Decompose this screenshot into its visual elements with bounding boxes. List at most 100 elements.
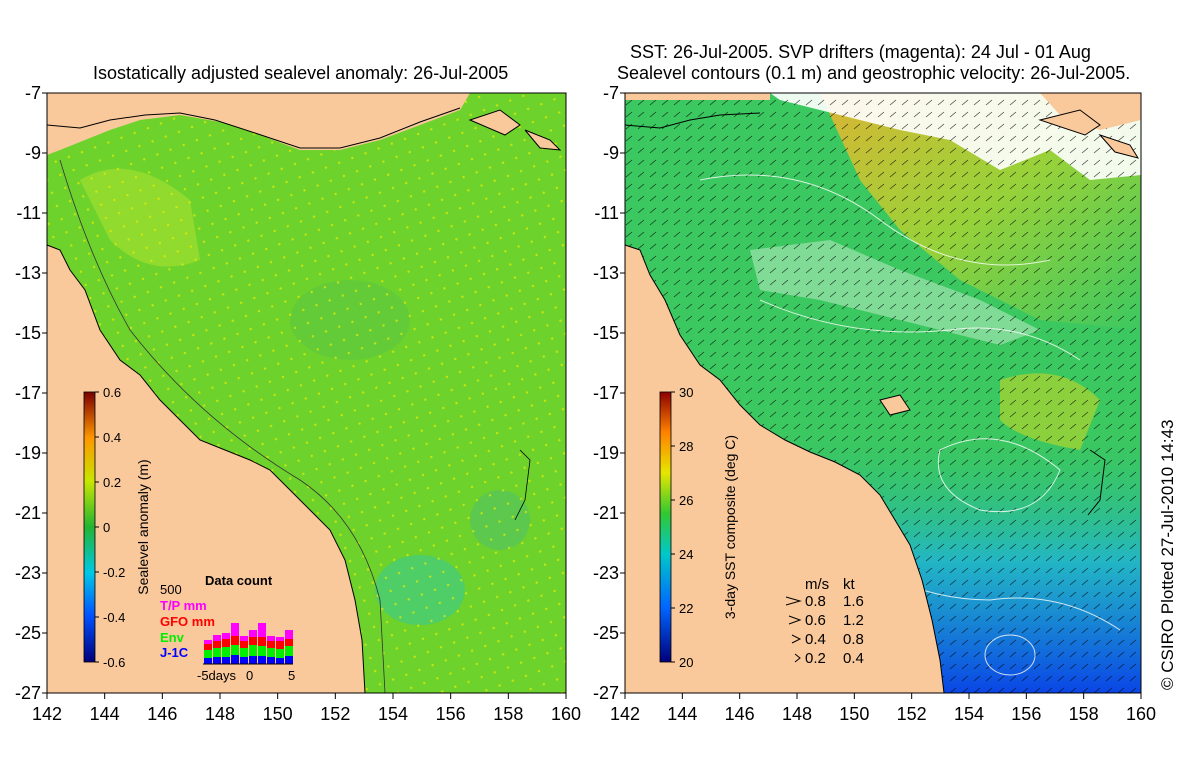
lat-tick-label: -27: [15, 683, 41, 703]
data-count-bar-segment: [231, 623, 239, 636]
data-count-bar-segment: [276, 637, 284, 641]
velocity-ms-value: 0.6: [805, 612, 826, 629]
lon-tick-label: 142: [32, 704, 62, 724]
data-count-bar-segment: [204, 650, 212, 658]
velocity-kt-value: 0.8: [843, 631, 864, 648]
data-count-bar-segment: [231, 655, 239, 664]
colorbar-tick-label: 0.2: [103, 475, 121, 490]
data-count-bar-segment: [213, 635, 221, 641]
lon-tick-label: 146: [147, 704, 177, 724]
sst-colorbar: 30 28 26 24 22 20 3-day SST composite (deg C): [659, 385, 738, 670]
lat-tick-label: -23: [593, 563, 619, 583]
lon-tick-label: 146: [725, 704, 755, 724]
data-count-title: Data count: [205, 573, 273, 588]
colorbar-tick-label: 28: [679, 439, 693, 454]
lat-tick-label: -9: [603, 143, 619, 163]
data-count-bar-segment: [258, 656, 266, 664]
australia-land: [624, 244, 945, 694]
lon-tick-label: 160: [1126, 704, 1156, 724]
axis-labels: 142 144 146 148 150 152 154 156 158 160 -7 -9 -11 -13…: [15, 83, 1156, 724]
shelf-contour: [59, 159, 386, 694]
colorbar-label: 3-day SST composite (deg C): [722, 435, 738, 619]
data-count-bar-segment: [267, 648, 275, 657]
colorbar-tick-label: 0.4: [103, 430, 121, 445]
australia-land: [46, 244, 366, 694]
lon-tick-label: 142: [610, 704, 640, 724]
data-count-bar-segment: [267, 641, 275, 648]
lat-tick-label: -25: [593, 623, 619, 643]
colorbar-tick-label: 22: [679, 601, 693, 616]
velocity-rows: 0.8 1.6 0.6 1.2 0.4 0.8 0.2 0.4: [785, 593, 864, 667]
legend-tp: T/P mm: [160, 598, 207, 613]
island: [1038, 109, 1101, 136]
velocity-arrow-icon: [785, 596, 802, 606]
lat-tick-label: -17: [15, 383, 41, 403]
data-count-bar-segment: [240, 641, 248, 648]
data-count-bar-segment: [204, 644, 212, 650]
reef: [1087, 449, 1106, 516]
data-count-bar-segment: [222, 633, 230, 639]
lat-tick-label: -25: [15, 623, 41, 643]
data-count-bar-segment: [285, 630, 293, 639]
colorbar-ticks: 0.6 0.4 0.2 0 -0.2 -0.4 -0.6: [95, 385, 125, 670]
colorbar-tick-label: -0.6: [103, 655, 125, 670]
new-guinea-land: [625, 93, 770, 100]
data-count-bar-segment: [231, 645, 239, 655]
velocity-arrow-icon: [791, 634, 802, 644]
lat-tick-label: -19: [593, 443, 619, 463]
colorbar-tick-label: 20: [679, 655, 693, 670]
data-count-bar-segment: [267, 657, 275, 664]
data-count-bar-segment: [231, 636, 239, 645]
colorbar-tick-label: -0.4: [103, 610, 125, 625]
new-guinea-coast: [46, 107, 461, 149]
data-count-bar-segment: [276, 658, 284, 664]
data-count-bar-segment: [258, 623, 266, 637]
data-count-bar-segment: [249, 645, 257, 656]
colorbar-tick-label: 0: [103, 520, 110, 535]
velocity-arrow-icon: [788, 615, 802, 625]
velocity-ms-value: 0.4: [805, 631, 826, 648]
lon-tick-label: 154: [954, 704, 984, 724]
data-count-bars: [204, 623, 293, 664]
lat-tick-label: -7: [603, 83, 619, 103]
velocity-header-ms: m/s: [805, 576, 829, 593]
data-count-bar-segment: [249, 637, 257, 645]
velocity-ms-value: 0.2: [805, 650, 826, 667]
new-guinea-land: [47, 93, 470, 155]
data-count-bar-segment: [222, 657, 230, 664]
data-count-bar-segment: [240, 648, 248, 657]
lat-tick-label: -15: [593, 323, 619, 343]
lon-tick-label: 150: [263, 704, 293, 724]
colorbar-ramp: [83, 391, 96, 663]
velocity-legend: m/s kt 0.8 1.6 0.6 1.2 0.4 0.8 0.2 0.4: [785, 576, 864, 667]
left-map-title: Isostatically adjusted sealevel anomaly:…: [93, 63, 509, 83]
lat-tick-label: -17: [593, 383, 619, 403]
velocity-arrow-icon: [794, 653, 801, 663]
data-count-bar-segment: [222, 639, 230, 647]
velocity-kt-value: 1.2: [843, 612, 864, 629]
data-count-bar-segment: [240, 657, 248, 664]
data-count-bar-segment: [285, 639, 293, 646]
data-count-bar-segment: [276, 641, 284, 649]
legend-env: Env: [160, 630, 185, 645]
lat-tick-label: -13: [15, 263, 41, 283]
legend-gfo: GFO mm: [160, 614, 215, 629]
lat-tick-label: -27: [593, 683, 619, 703]
data-count-bar-segment: [285, 656, 293, 664]
lat-tick-label: -23: [15, 563, 41, 583]
data-count-ymax: 500: [160, 582, 182, 597]
island: [1098, 133, 1140, 159]
new-guinea-land: [1040, 93, 1141, 130]
colorbar-ticks: 30 28 26 24 22 20: [671, 385, 693, 670]
sst-map: [624, 92, 1142, 694]
velocity-ms-value: 0.8: [805, 593, 826, 610]
colorbar-tick-label: 0.6: [103, 385, 121, 400]
lat-tick-label: -19: [15, 443, 41, 463]
lon-tick-label: 156: [1011, 704, 1041, 724]
lat-tick-label: -9: [25, 143, 41, 163]
lon-tick-label: 150: [839, 704, 869, 724]
lon-tick-label: 144: [90, 704, 120, 724]
data-count-bar-segment: [276, 649, 284, 658]
lon-tick-label: 156: [436, 704, 466, 724]
